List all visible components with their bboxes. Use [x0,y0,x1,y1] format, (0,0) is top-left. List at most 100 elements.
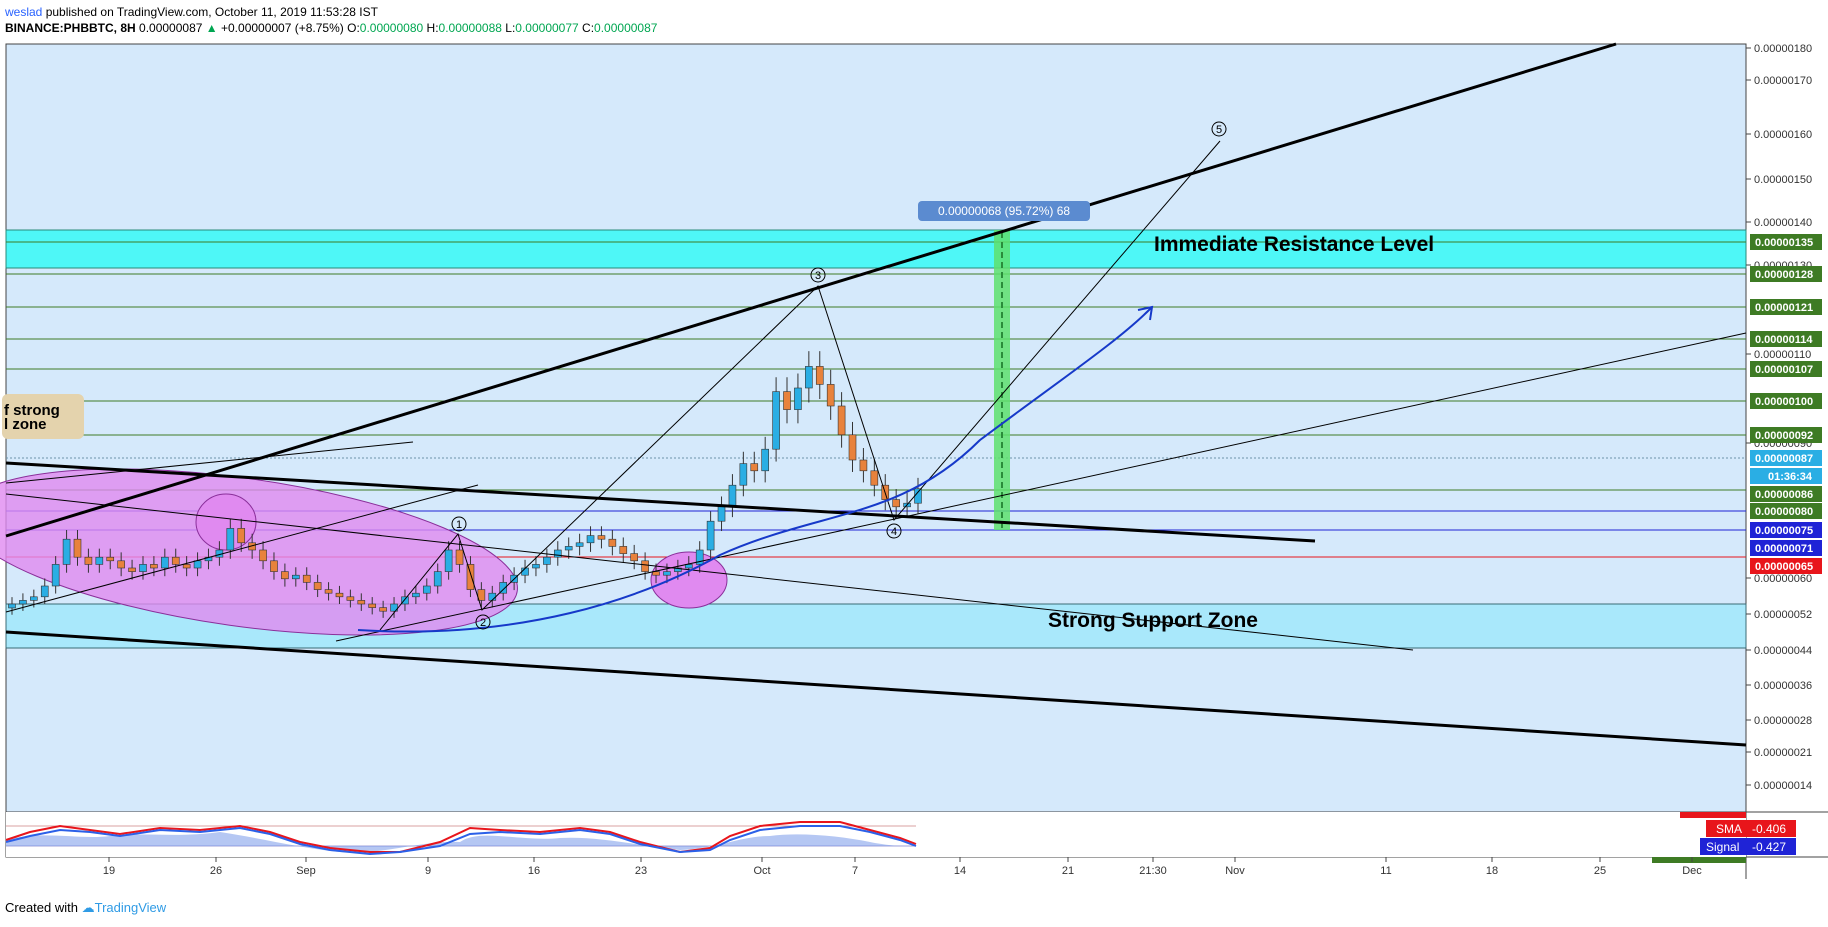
candle-body [84,556,93,565]
candle-body [815,366,824,385]
y-tick-label: 0.00000060 [1754,573,1812,585]
price-chart[interactable]: 1 2 3 4 5 Immediate Resistance Level Str… [0,0,1828,900]
candle-body [106,556,115,562]
x-tick-label: Dec [1682,865,1702,877]
stoch-sma-value-box [1746,820,1796,837]
low-label: L: [505,21,516,35]
y-tick-label: 0.00000150 [1754,174,1812,186]
wave-label-3: 3 [815,270,821,282]
candle-body [597,535,606,540]
published-text: published on TradingView.com, October 11… [45,5,378,19]
price-label-text: 0.00000135 [1755,237,1813,249]
candle-body [412,592,420,598]
wave-label-4: 4 [891,526,897,538]
wave-label-1: 1 [456,519,462,531]
x-tick-label: 21 [1062,865,1074,877]
candle-body [281,571,289,580]
candle-body [826,384,835,407]
candle-body [346,596,355,601]
candle-body [150,564,158,569]
middle-descending-line [5,461,1316,543]
candle-body [488,592,497,601]
open-label: O: [347,21,360,35]
stoch-signal-value-box [1746,838,1796,855]
price-label-box [1750,234,1822,250]
candle-body [379,607,387,612]
author-link[interactable]: weslad [5,5,43,19]
x-tick-label: 18 [1486,865,1498,877]
price-labels: 0.00000135 0.00000128 0.00000121 0.00000114… [1750,234,1822,574]
price-label-box [1750,331,1822,347]
candle-body [292,574,300,580]
price-label-text: 0.00000128 [1755,269,1813,281]
candle-body [805,366,813,389]
x-tick-label: 9 [425,865,431,877]
candle-body [499,582,508,594]
candle-body [313,582,322,590]
candle-body [750,463,759,472]
wave-label-2: 2 [480,617,486,629]
candle-body [302,574,311,583]
close-label: C: [582,21,595,35]
thin-line-d [335,332,1747,642]
price-label-box [1750,558,1822,574]
candle-body [270,560,278,572]
price-label-box [1750,266,1822,282]
time-axis-background [6,857,1746,879]
symbol-label: BINANCE:PHBBTC, 8H [5,21,136,35]
measure-label-box [918,201,1090,221]
y-tick-label: 0.00000052 [1754,609,1812,621]
price-label-box [1750,522,1822,538]
stoch-sma-label: SMA [1716,822,1742,836]
candle-body [8,603,16,609]
stoch-signal-badge [1700,838,1746,855]
support-ellipse-top [195,493,257,551]
time-axis[interactable]: 19 26 Sep 9 16 23 Oct 7 14 21 21:30 Nov 11 18 25 Dec [103,857,1702,877]
price-label-box [1750,393,1822,409]
candle-body [171,556,180,565]
up-arrow-icon: ▲ [205,21,218,35]
thin-line-b [5,484,479,613]
candle-body [706,520,715,551]
chart-header: weslad published on TradingView.com, Oct… [5,4,657,36]
price-label-box [1750,427,1822,443]
tradingview-link[interactable]: TradingView [94,900,167,915]
price-label-box [1750,361,1822,377]
candle-body [422,585,431,594]
candle-body [466,564,475,590]
candle-body [19,600,27,605]
trendlines [5,42,1747,747]
projection-arrowhead [1137,305,1154,321]
price-label-box [1750,540,1822,556]
y-tick-label: 0.00000021 [1754,747,1812,759]
x-tick-label: 11 [1380,865,1391,877]
candles-group [8,351,922,618]
stochastic-panel [5,812,1746,857]
price-label-text: 0.00000100 [1755,396,1813,408]
price-change: +0.00000007 (+8.75%) [221,21,344,35]
high-value: 0.00000088 [438,21,502,35]
measure-label: 0.00000068 (95.72%) 68 [938,204,1070,218]
candle-body [859,459,868,472]
x-tick-label: 21:30 [1139,865,1167,877]
ohlc-line: BINANCE:PHBBTC, 8H 0.00000087 ▲ +0.00000… [5,20,657,36]
stoch-histogram-badge [1680,812,1746,818]
candle-body [728,484,737,508]
price-label-text: 0.00000121 [1755,302,1813,314]
measure-bar [994,230,1010,530]
thin-line-a [5,493,1414,651]
candle-body [62,538,71,565]
candle-body [717,506,726,522]
x-tick-label: 16 [528,865,540,877]
stoch-signal-label: Signal [1706,840,1739,854]
candle-body [40,585,49,598]
candle-body [848,434,857,461]
footer: Created with ☁TradingView [5,900,166,916]
price-label-text: 0.00000075 [1755,525,1813,537]
projection-curve [357,306,1153,633]
candle-body [51,564,60,587]
support-label: Strong Support Zone [1048,609,1258,632]
candle-body [914,488,922,504]
candle-body [139,564,147,572]
candle-body [739,463,748,486]
